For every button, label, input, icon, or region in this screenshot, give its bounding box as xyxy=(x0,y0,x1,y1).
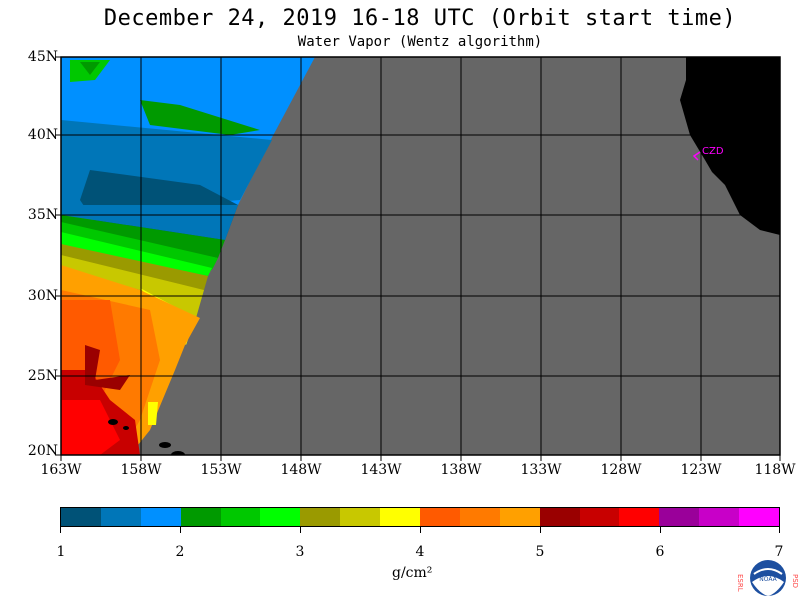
colorbar-tick-label: 6 xyxy=(655,544,665,560)
colorbar-segment xyxy=(220,508,261,526)
colorbar-segment xyxy=(659,508,700,526)
map-title: December 24, 2019 16-18 UTC (Orbit start… xyxy=(103,6,737,31)
logo-center-text: NOAA xyxy=(759,576,777,583)
colorbar-segment xyxy=(260,508,301,526)
lon-label-153w: 153W xyxy=(200,462,242,478)
colorbar-tick-label: 5 xyxy=(535,544,545,560)
lat-label-20n: 20N xyxy=(27,443,58,459)
lat-label-25n: 25N xyxy=(27,368,58,384)
lon-label-148w: 148W xyxy=(280,462,322,478)
colorbar-segment xyxy=(340,508,381,526)
colorbar-segment xyxy=(61,508,101,526)
colorbar-units: g/cm² xyxy=(392,565,433,581)
noaa-logo: NOAA ESRL PSD xyxy=(736,560,799,596)
lon-label-138w: 138W xyxy=(440,462,482,478)
lat-label-30n: 30N xyxy=(27,288,58,304)
lon-label-123w: 123W xyxy=(680,462,722,478)
lat-label-35n: 35N xyxy=(27,207,58,223)
colorbar-segment xyxy=(180,508,221,526)
colorbar-segment xyxy=(579,508,620,526)
water-vapor-swath xyxy=(61,57,315,455)
colorbar-segment xyxy=(420,508,460,526)
lat-label-45n: 45N xyxy=(27,49,58,65)
colorbar-segment xyxy=(459,508,500,526)
colorbar-segment xyxy=(100,508,141,526)
lat-label-40n: 40N xyxy=(27,127,58,143)
logo-right-text: PSD xyxy=(791,574,799,588)
map-subtitle: Water Vapor (Wentz algorithm) xyxy=(297,34,543,50)
colorbar-segment xyxy=(539,508,580,526)
city-label: CZD xyxy=(702,146,724,157)
colorbar-tick-label: 3 xyxy=(295,544,305,560)
graticule xyxy=(61,57,780,455)
colorbar-segment xyxy=(380,508,421,526)
colorbar-segment xyxy=(300,508,341,526)
colorbar-tick-label: 2 xyxy=(175,544,185,560)
colorbar-segment xyxy=(739,508,780,526)
colorbar xyxy=(60,507,780,527)
colorbar-segment xyxy=(619,508,660,526)
city-marker xyxy=(692,151,701,161)
lon-label-158w: 158W xyxy=(120,462,162,478)
lon-label-163w: 163W xyxy=(40,462,82,478)
land-hawaii xyxy=(108,419,185,455)
lon-label-128w: 128W xyxy=(600,462,642,478)
map-frame xyxy=(60,56,781,456)
lon-label-143w: 143W xyxy=(360,462,402,478)
colorbar-tick-label: 7 xyxy=(774,544,784,560)
lon-label-133w: 133W xyxy=(520,462,562,478)
colorbar-tick-label: 4 xyxy=(415,544,425,560)
colorbar-segment xyxy=(499,508,540,526)
colorbar-segment xyxy=(699,508,740,526)
logo-left-text: ESRL xyxy=(736,574,744,592)
lon-label-118w: 118W xyxy=(754,462,796,478)
colorbar-segment xyxy=(140,508,181,526)
land-north-america xyxy=(680,57,780,235)
colorbar-tick-label: 1 xyxy=(56,544,66,560)
